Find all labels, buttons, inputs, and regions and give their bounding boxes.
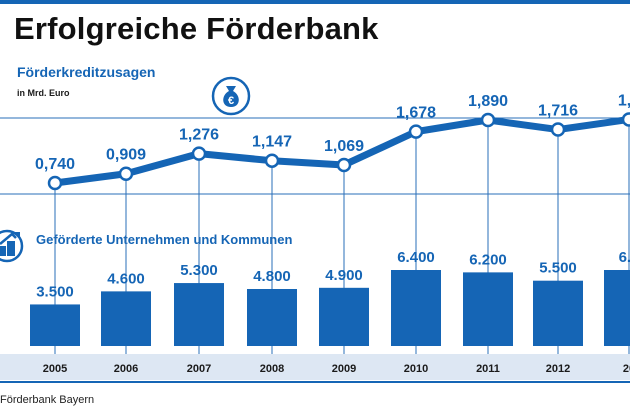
line-value-label: 1,716 — [538, 103, 578, 120]
line-point — [264, 153, 280, 168]
year-tick-label: 2007 — [187, 363, 211, 375]
bar-layer — [30, 270, 630, 346]
footer-rule — [0, 381, 630, 383]
line-point — [550, 122, 566, 137]
line-value-label: 1,069 — [324, 138, 364, 155]
source-note: Förderbank Bayern — [0, 394, 95, 406]
bar-value-label: 4.600 — [107, 270, 145, 287]
line-chart-unit: in Mrd. Euro — [17, 88, 70, 98]
year-tick-label: 2012 — [546, 363, 570, 375]
bar-value-label: 4.900 — [325, 267, 363, 284]
euro-money-bag-icon: € — [211, 76, 251, 116]
bar — [604, 270, 630, 346]
buildings-growth-icon — [0, 229, 24, 263]
bar-value-label: 5.500 — [539, 260, 577, 277]
line-point — [47, 175, 63, 191]
year-tick-label: 2008 — [260, 363, 284, 375]
line-point — [118, 166, 134, 181]
line-value-label: 0,909 — [106, 147, 146, 164]
line-layer — [47, 112, 630, 191]
line-value-label: 1,678 — [396, 105, 436, 122]
line-point — [480, 112, 496, 128]
line-value-label: 1,147 — [252, 134, 292, 151]
year-tick-label: 2009 — [332, 363, 356, 375]
bar — [101, 291, 151, 346]
year-tick-label: 2005 — [43, 363, 67, 375]
line-point — [191, 146, 207, 161]
bar — [247, 289, 297, 346]
line-value-label: 1,276 — [179, 127, 219, 144]
bar-chart-title: Geförderte Unternehmen und Kommunen — [36, 232, 293, 247]
bar — [174, 283, 224, 346]
year-tick-label: 2010 — [404, 363, 428, 375]
line-value-label: 1,9 — [618, 92, 630, 109]
bar — [533, 280, 583, 346]
bar — [391, 270, 441, 346]
label-layer: 3.500 2005 4.600 2006 5.300 2007 4.800 2008 4.90… — [35, 92, 630, 375]
year-tick-label: 20 — [623, 363, 630, 375]
top-accent-bar — [0, 0, 630, 4]
bar-value-label: 3.500 — [36, 283, 74, 300]
bar — [463, 272, 513, 346]
line-point — [408, 124, 424, 139]
line-value-label: 0,740 — [35, 156, 75, 173]
combined-chart: 3.500 2005 4.600 2006 5.300 2007 4.800 2008 4.90… — [0, 92, 630, 375]
bar — [30, 304, 80, 346]
page-title: Erfolgreiche Förderbank — [14, 11, 379, 46]
line-point — [336, 157, 352, 173]
bar-value-label: 6.4 — [619, 249, 630, 266]
year-axis-panel — [0, 354, 630, 380]
bar-value-label: 6.200 — [469, 251, 507, 268]
bar-value-label: 4.800 — [253, 268, 291, 285]
bar — [319, 287, 369, 346]
year-tick-label: 2011 — [476, 363, 500, 375]
year-tick-label: 2006 — [114, 363, 138, 375]
line-chart-title: Förderkreditzusagen — [17, 64, 156, 80]
line-point — [621, 112, 630, 127]
bar-value-label: 6.400 — [397, 249, 435, 266]
line-value-label: 1,890 — [468, 93, 508, 110]
svg-text:€: € — [228, 95, 234, 107]
bar-value-label: 5.300 — [180, 262, 218, 279]
